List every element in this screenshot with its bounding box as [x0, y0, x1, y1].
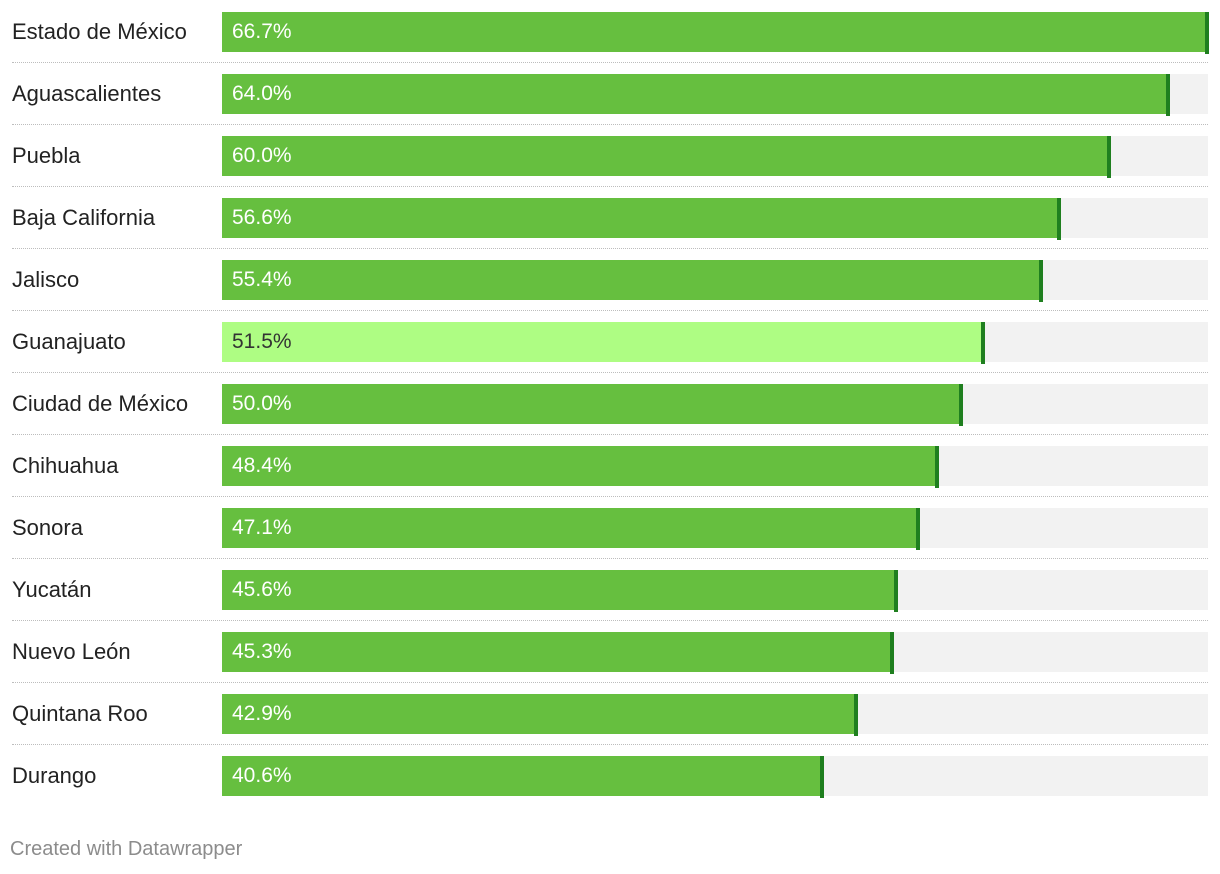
category-label: Sonora	[12, 515, 83, 540]
category-label: Chihuahua	[12, 453, 119, 478]
bar[interactable]	[222, 508, 918, 548]
bar-row: Quintana Roo 42.9%	[12, 694, 1208, 756]
bar-end-marker	[1057, 198, 1061, 240]
bar-track: 50.0%	[222, 384, 1208, 426]
value-label: 51.5%	[232, 330, 292, 353]
bar[interactable]	[222, 756, 822, 796]
bar-row: Yucatán 45.6%	[12, 570, 1208, 632]
bar-end-marker	[820, 756, 824, 798]
bar-end-marker	[1205, 12, 1209, 54]
bar-end-marker	[1039, 260, 1043, 302]
category-label: Aguascalientes	[12, 81, 162, 106]
value-label: 42.9%	[232, 702, 292, 725]
bar-track: 51.5%	[222, 322, 1208, 364]
bar-row: Nuevo León 45.3%	[12, 632, 1208, 694]
category-label: Nuevo León	[12, 639, 131, 664]
bar-track: 42.9%	[222, 694, 1208, 736]
bar-row: Guanajuato 51.5%	[12, 322, 1208, 384]
bar[interactable]	[222, 12, 1208, 52]
bar-end-marker	[1166, 74, 1170, 116]
row-separator	[12, 496, 1208, 497]
bar-row: Durango 40.6%	[12, 756, 1208, 818]
bar-track: 60.0%	[222, 136, 1208, 178]
bar-track: 55.4%	[222, 260, 1208, 302]
bar[interactable]	[222, 570, 896, 610]
row-separator	[12, 186, 1208, 187]
datawrapper-credit[interactable]: Created with Datawrapper	[10, 838, 243, 860]
bar-end-marker	[916, 508, 920, 550]
bar-row: Chihuahua 48.4%	[12, 446, 1208, 508]
value-label: 66.7%	[232, 20, 292, 43]
value-label: 45.3%	[232, 640, 292, 663]
value-label: 45.6%	[232, 578, 292, 601]
bar-end-marker	[894, 570, 898, 612]
value-label: 56.6%	[232, 206, 292, 229]
bar-row: Aguascalientes 64.0%	[12, 74, 1208, 136]
row-separator	[12, 744, 1208, 745]
bar[interactable]	[222, 136, 1109, 176]
bar-track: 64.0%	[222, 74, 1208, 116]
value-label: 48.4%	[232, 454, 292, 477]
row-separator	[12, 372, 1208, 373]
bar-track: 48.4%	[222, 446, 1208, 488]
category-label: Guanajuato	[12, 329, 126, 354]
bar[interactable]	[222, 384, 961, 424]
bar-chart: Estado de México 66.7% Aguascalientes 64.0%…	[12, 12, 1209, 818]
category-label: Puebla	[12, 143, 81, 168]
row-separator	[12, 310, 1208, 311]
category-label: Baja California	[12, 205, 156, 230]
bar-end-marker	[1107, 136, 1111, 178]
row-separator	[12, 682, 1208, 683]
bar-end-marker	[935, 446, 939, 488]
row-separator	[12, 434, 1208, 435]
bar-end-marker	[959, 384, 963, 426]
bar-row: Puebla 60.0%	[12, 136, 1208, 198]
bar-track: 66.7%	[222, 12, 1209, 54]
bar[interactable]	[222, 198, 1059, 238]
value-label: 60.0%	[232, 144, 292, 167]
category-label: Jalisco	[12, 267, 80, 292]
bar-track: 45.3%	[222, 632, 1208, 674]
bar-end-marker	[890, 632, 894, 674]
bar-track: 45.6%	[222, 570, 1208, 612]
bar[interactable]	[222, 446, 937, 486]
bar[interactable]	[222, 260, 1041, 300]
category-label: Ciudad de México	[12, 391, 189, 416]
row-separator	[12, 620, 1208, 621]
category-label: Quintana Roo	[12, 701, 148, 726]
bar-highlighted[interactable]	[222, 322, 983, 362]
row-separator	[12, 558, 1208, 559]
row-separator	[12, 124, 1208, 125]
bar[interactable]	[222, 632, 892, 672]
category-label: Yucatán	[12, 577, 92, 602]
bar-track: 40.6%	[222, 756, 1208, 798]
bar-row: Jalisco 55.4%	[12, 260, 1208, 322]
bar-row: Sonora 47.1%	[12, 508, 1208, 570]
bar-track: 47.1%	[222, 508, 1208, 550]
row-separator	[12, 248, 1208, 249]
bar-row: Ciudad de México 50.0%	[12, 384, 1208, 446]
row-separator	[12, 62, 1208, 63]
bar-end-marker	[854, 694, 858, 736]
bar-row: Baja California 56.6%	[12, 198, 1208, 260]
value-label: 40.6%	[232, 764, 292, 787]
value-label: 47.1%	[232, 516, 292, 539]
category-label: Estado de México	[12, 19, 187, 44]
bar[interactable]	[222, 74, 1168, 114]
value-label: 64.0%	[232, 82, 292, 105]
bar-track: 56.6%	[222, 198, 1208, 240]
bar-row: Estado de México 66.7%	[12, 12, 1209, 74]
value-label: 55.4%	[232, 268, 292, 291]
value-label: 50.0%	[232, 392, 292, 415]
category-label: Durango	[12, 763, 97, 788]
bar[interactable]	[222, 694, 856, 734]
bar-end-marker	[981, 322, 985, 364]
